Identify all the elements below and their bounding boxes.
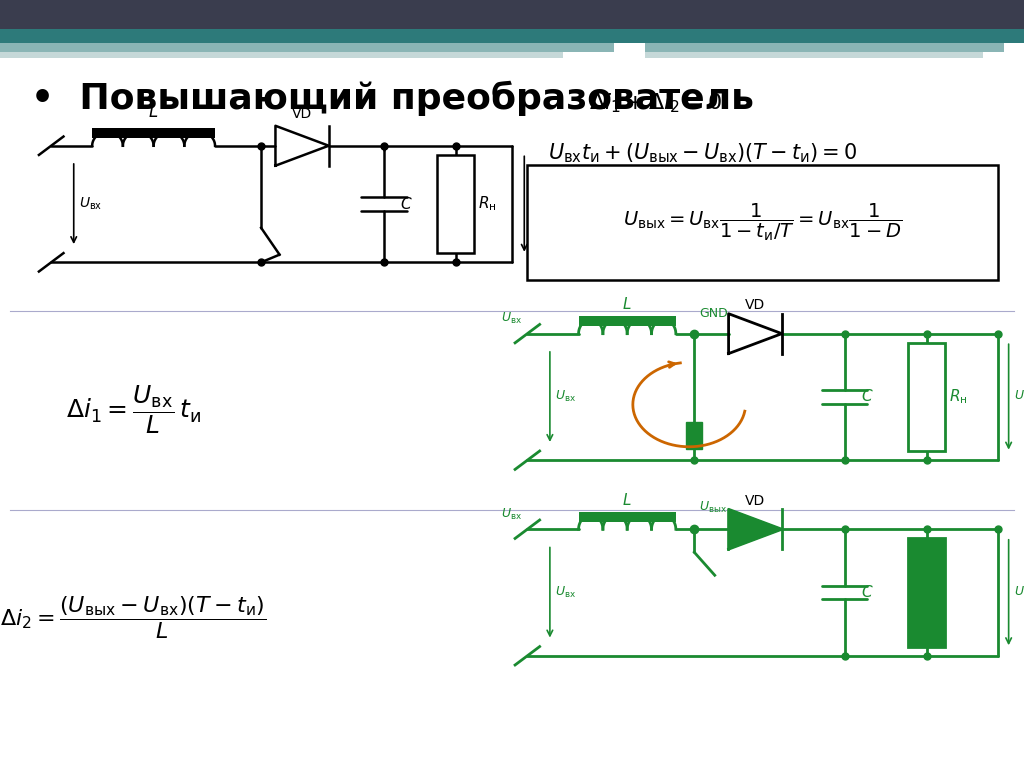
- Bar: [645, 43, 1004, 52]
- Bar: [0, 43, 614, 52]
- Text: $U_{\rm вх}$: $U_{\rm вх}$: [555, 390, 577, 404]
- Text: $U_{\rm вых}$: $U_{\rm вых}$: [699, 500, 727, 515]
- Text: $R_{\rm н}$: $R_{\rm н}$: [949, 583, 968, 602]
- Text: $R_{\rm н}$: $R_{\rm н}$: [949, 387, 968, 407]
- Bar: [908, 538, 945, 647]
- Text: L: L: [148, 104, 159, 121]
- Text: $\Delta i_1 = \dfrac{U_{\rm вх}}{L}\,t_{\rm и}$: $\Delta i_1 = \dfrac{U_{\rm вх}}{L}\,t_{…: [66, 384, 201, 436]
- Text: $R_{\rm н}$: $R_{\rm н}$: [478, 195, 497, 213]
- Text: C: C: [861, 390, 871, 404]
- Text: •  Повышающий преобразователь: • Повышающий преобразователь: [31, 81, 754, 116]
- Bar: [0, 0, 1024, 29]
- Text: $U_{\rm вх}t_{\rm и} + (U_{\rm вых} - U_{\rm вх})(T - t_{\rm и}) = 0$: $U_{\rm вх}t_{\rm и} + (U_{\rm вых} - U_…: [548, 142, 857, 165]
- Text: L: L: [623, 297, 632, 312]
- Bar: [0, 52, 563, 58]
- Bar: [437, 155, 474, 253]
- Text: $U_{\rm вх}$: $U_{\rm вх}$: [501, 506, 522, 522]
- Text: $\Delta i_2 = \dfrac{(U_{\rm вых} - U_{\rm вх})(T - t_{\rm и})}{L}$: $\Delta i_2 = \dfrac{(U_{\rm вых} - U_{\…: [0, 594, 266, 640]
- Text: $U_{\rm вх}$: $U_{\rm вх}$: [501, 311, 522, 326]
- Bar: [0, 29, 666, 43]
- Text: $U_{\rm вх}$: $U_{\rm вх}$: [555, 585, 577, 600]
- Text: $U_{\rm вых} = U_{\rm вх}\dfrac{1}{1 - t_{\rm и}/T} = U_{\rm вх}\dfrac{1}{1-D}$: $U_{\rm вых} = U_{\rm вх}\dfrac{1}{1 - t…: [624, 202, 902, 243]
- Bar: [908, 343, 945, 451]
- Text: $U_{\rm вх}$: $U_{\rm вх}$: [79, 196, 102, 212]
- Text: VD: VD: [292, 107, 312, 121]
- Polygon shape: [729, 509, 782, 549]
- Text: $U_{\rm вых}$: $U_{\rm вых}$: [529, 196, 557, 212]
- Text: $\Delta i_1 + \Delta i_2 = 0$: $\Delta i_1 + \Delta i_2 = 0$: [589, 92, 722, 115]
- Bar: [579, 316, 676, 326]
- Text: $U_{\rm вых}$: $U_{\rm вых}$: [1014, 585, 1024, 600]
- Bar: [645, 29, 1024, 43]
- Text: GND: GND: [699, 307, 728, 320]
- Text: VD: VD: [745, 494, 765, 508]
- Text: VD: VD: [745, 298, 765, 312]
- Bar: [92, 128, 215, 138]
- Bar: [527, 165, 998, 280]
- Text: $U_{\rm вых}$: $U_{\rm вых}$: [1014, 390, 1024, 404]
- Bar: [645, 52, 983, 58]
- Text: C: C: [861, 585, 871, 600]
- Text: C: C: [400, 196, 411, 212]
- Bar: [579, 512, 676, 522]
- Text: L: L: [623, 492, 632, 508]
- Bar: [686, 422, 702, 449]
